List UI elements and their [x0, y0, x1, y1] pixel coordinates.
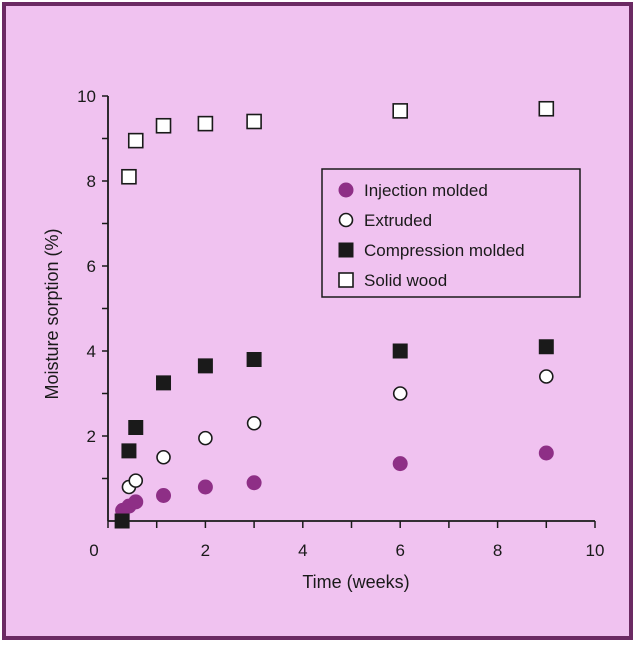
- compression-molded-point: [156, 375, 172, 391]
- legend-label-compression-molded: Compression molded: [364, 241, 525, 260]
- y-tick-label: 8: [87, 172, 96, 191]
- legend-box: [321, 168, 581, 298]
- injection-molded-point: [156, 488, 172, 503]
- solid-wood-point: [246, 113, 262, 130]
- legend-label-extruded: Extruded: [364, 211, 432, 230]
- extruded-point: [198, 430, 213, 446]
- extruded-point: [156, 449, 171, 465]
- compression-molded-point: [121, 443, 137, 459]
- extruded-point: [392, 386, 408, 401]
- compression-molded-point: [392, 343, 408, 359]
- solid-wood-point: [127, 132, 144, 149]
- injection-molded-point: [538, 445, 554, 461]
- solid-wood-point: [155, 117, 172, 134]
- legend: Injection molded Extruded Compression mold…: [321, 168, 581, 298]
- solid-wood-point: [538, 100, 555, 117]
- y-tick-label: 6: [87, 257, 96, 276]
- extruded-point: [246, 415, 262, 431]
- x-axis-title: Time (weeks): [302, 572, 409, 592]
- injection-molded-point: [197, 479, 213, 495]
- legend-marker-extruded: [338, 212, 354, 228]
- compression-molded-point: [538, 339, 554, 355]
- chart-figure: 0 2 4 6 8 10 2 4 6 8 10 Injection molded Extruded Co…: [2, 2, 633, 640]
- x-tick-label: 0: [89, 541, 98, 560]
- legend-label-injection-molded: Injection molded: [364, 181, 488, 200]
- legend-label-solid-wood: Solid wood: [364, 271, 447, 290]
- compression-molded-point: [246, 352, 262, 367]
- y-axis-title: Moisture sorption (%): [42, 228, 62, 399]
- x-tick-label: 10: [586, 541, 605, 560]
- y-tick-label: 10: [77, 87, 96, 106]
- compression-molded-point: [114, 513, 130, 529]
- injection-molded-point: [392, 456, 408, 472]
- solid-wood-point: [121, 168, 137, 185]
- injection-molded-point: [128, 494, 144, 510]
- x-tick-label: 4: [298, 541, 307, 560]
- scatter-chart: 0 2 4 6 8 10 2 4 6 8 10 Injection molded Extruded Co…: [42, 87, 604, 592]
- injection-molded-point: [246, 475, 262, 491]
- extruded-point: [128, 473, 144, 488]
- y-tick-label: 2: [87, 427, 96, 446]
- y-tick-label: 4: [87, 342, 96, 361]
- legend-marker-compression-molded: [338, 242, 354, 258]
- compression-molded-point: [197, 358, 213, 374]
- solid-wood-point: [392, 103, 409, 119]
- legend-marker-solid-wood: [338, 272, 354, 288]
- compression-molded-point: [128, 420, 144, 435]
- solid-wood-point: [197, 115, 214, 132]
- axes: 0 2 4 6 8 10 2 4 6 8 10: [77, 87, 604, 560]
- x-tick-label: 2: [201, 541, 210, 560]
- x-tick-label: 8: [493, 541, 502, 560]
- x-tick-label: 6: [395, 541, 404, 560]
- legend-marker-injection-molded: [338, 182, 354, 198]
- data-points: [114, 100, 555, 529]
- extruded-point: [538, 369, 554, 384]
